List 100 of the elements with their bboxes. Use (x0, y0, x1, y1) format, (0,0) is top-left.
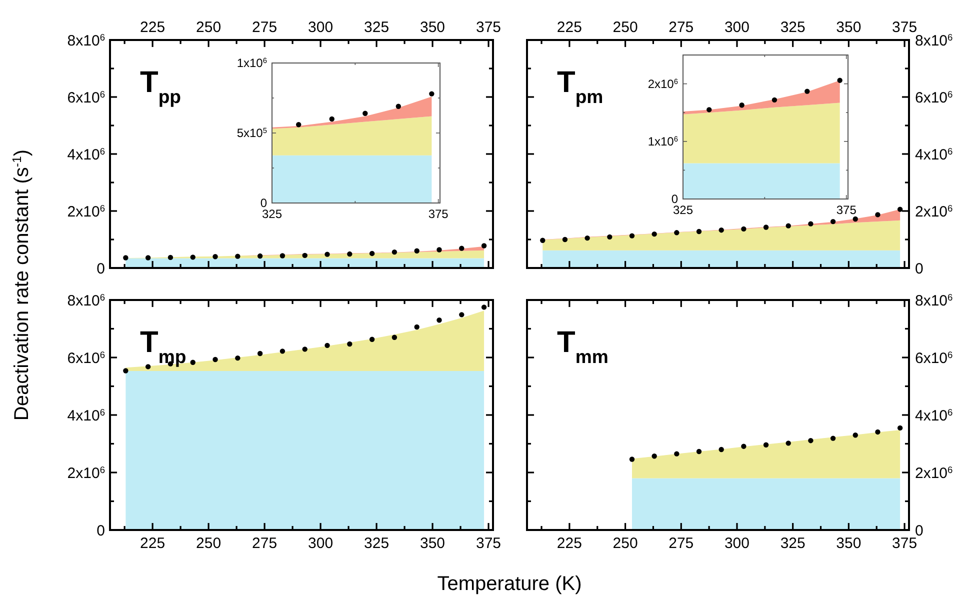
x-tick-label: 325 (780, 535, 806, 552)
y-tick-label: 6x10$^{6}$ (67, 350, 105, 367)
point (190, 254, 196, 260)
x-tick-label: 300 (724, 19, 750, 36)
point (414, 324, 420, 330)
x-tick-label: 225 (140, 535, 166, 552)
x-tick-label: 275 (252, 19, 278, 36)
x-tick-label: 350 (420, 19, 446, 36)
point (212, 254, 218, 260)
point (347, 251, 352, 257)
x-tick-label: 375 (476, 535, 502, 552)
y-tick-label: 2x10$^{6}$ (67, 203, 105, 220)
point (696, 228, 702, 234)
x-tick-label: 225 (556, 19, 582, 36)
point (123, 255, 128, 260)
point (436, 247, 442, 252)
point (875, 429, 880, 435)
point (347, 341, 352, 347)
point (772, 97, 778, 103)
point (763, 224, 769, 230)
point (830, 218, 836, 224)
point (212, 356, 218, 362)
point (302, 252, 308, 258)
x-tick-label: 375 (892, 535, 918, 552)
point (706, 107, 712, 112)
point (329, 116, 334, 122)
x-tick-label: 250 (196, 535, 222, 552)
point (629, 233, 635, 238)
y-tick-label: 1x10$^{6}$ (236, 56, 267, 70)
point (324, 342, 330, 348)
x-tick-label: 300 (308, 19, 334, 36)
point (257, 350, 263, 356)
x-tick-label: 375 (476, 19, 502, 36)
point (540, 238, 546, 243)
point (739, 102, 744, 108)
y-tick-label: 6x10$^{6}$ (67, 89, 105, 106)
point (786, 223, 791, 228)
point (786, 440, 791, 446)
text: T$_{mp}$ (140, 326, 186, 366)
x-tick-label: 375 (836, 203, 857, 217)
y-tick-label: 2x10$^{6}$ (648, 76, 678, 91)
point (235, 254, 240, 259)
y-tick-label: 6x10$^{6}$ (915, 89, 953, 106)
point (584, 235, 590, 241)
point (190, 360, 196, 365)
y-tick-label: 4x10$^{6}$ (915, 146, 953, 164)
x-tick-label: 275 (668, 19, 694, 36)
point (392, 249, 398, 255)
point (369, 336, 375, 342)
y-tick-label: 0 (915, 522, 924, 540)
point (429, 91, 434, 96)
point (362, 110, 368, 116)
point (830, 436, 836, 441)
y-tick-label: 5x10$^{5}$ (236, 126, 267, 140)
point (652, 454, 657, 459)
point (852, 432, 858, 438)
point (763, 442, 769, 448)
y-tick-label: 4x10$^{6}$ (915, 407, 953, 424)
point (607, 234, 612, 240)
point (296, 122, 302, 128)
x-tick-label: 350 (836, 19, 862, 36)
point (875, 212, 880, 218)
point (562, 236, 568, 242)
point (674, 451, 680, 456)
point (392, 334, 398, 340)
point (481, 304, 487, 310)
x-tick-label: 250 (612, 19, 638, 36)
x-tick-label: 375 (892, 19, 918, 36)
x-axis-title: Temperature (K) (437, 573, 582, 595)
x-tick-label: 275 (668, 535, 694, 552)
point (718, 227, 724, 233)
point (674, 230, 680, 236)
point (123, 368, 128, 374)
point (897, 206, 903, 212)
x-tick-label: 250 (612, 535, 638, 552)
x-tick-label: 375 (428, 207, 449, 221)
text: T$_{pm}$ (557, 66, 604, 106)
text: T$_{pp}$ (140, 66, 182, 106)
point (324, 252, 330, 257)
y-tick-label: 2x10$^{6}$ (67, 464, 105, 482)
point (808, 438, 814, 444)
point (629, 456, 635, 462)
point (369, 250, 375, 256)
y-tick-label: 0 (96, 260, 105, 278)
x-tick-label: 325 (780, 19, 806, 36)
y-tick-label: 2x10$^{6}$ (915, 464, 953, 482)
y-tick-label: 4x10$^{6}$ (67, 146, 105, 164)
point (168, 254, 174, 260)
y-tick-label: 8x10$^{6}$ (67, 292, 105, 310)
x-tick-label: 300 (308, 535, 334, 552)
point (741, 226, 746, 232)
y-tick-label: 8x10$^{6}$ (915, 292, 953, 310)
x-tick-label: 225 (140, 19, 166, 36)
y-tick-label: 8x10$^{6}$ (915, 32, 953, 50)
point (852, 216, 858, 222)
point (280, 253, 286, 258)
y-tick-label: 0 (96, 522, 105, 540)
y-tick-label: 4x10$^{6}$ (67, 407, 105, 424)
point (145, 255, 151, 260)
y-tick-label: 2x10$^{6}$ (915, 203, 953, 220)
